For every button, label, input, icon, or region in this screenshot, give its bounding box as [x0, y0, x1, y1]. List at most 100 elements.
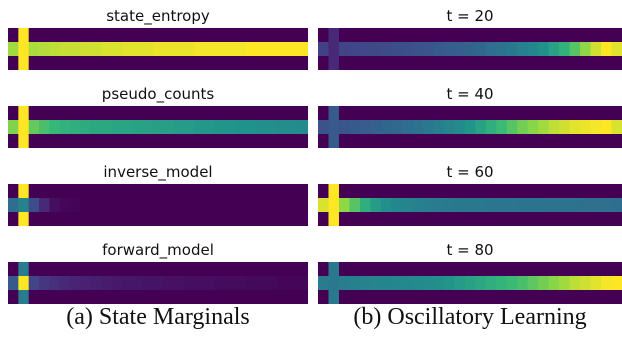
- heatmap-cell: [464, 198, 476, 213]
- heatmap-cell: [580, 290, 592, 304]
- heatmap-cell: [391, 28, 403, 43]
- heatmap-cell: [90, 106, 102, 121]
- heatmap-cell: [485, 276, 497, 291]
- heatmap-cell: [235, 134, 247, 148]
- heatmap-cell: [370, 42, 382, 57]
- heatmap-cell: [287, 42, 299, 57]
- heatmap-cell: [590, 290, 602, 304]
- heatmap-cell: [475, 120, 487, 135]
- heatmap-cell: [8, 42, 19, 57]
- heatmap-cell: [183, 28, 195, 43]
- heatmap-cell: [517, 290, 529, 304]
- heatmap-cell: [359, 262, 372, 277]
- heatmap-cell: [391, 276, 403, 291]
- heatmap-cell: [464, 184, 476, 199]
- heatmap-cell: [276, 28, 288, 43]
- heatmap-cell: [163, 134, 175, 148]
- heatmap-cell: [370, 106, 382, 121]
- heatmap-cell: [422, 28, 434, 43]
- heatmap-cell: [163, 106, 175, 121]
- heatmap-cell: [475, 134, 487, 148]
- heatmap-cell: [391, 184, 403, 199]
- heatmap-cell: [464, 262, 476, 277]
- heatmap-cell: [538, 262, 550, 277]
- panel-title: t = 40: [446, 85, 494, 103]
- heatmap-cell: [132, 120, 144, 135]
- heatmap-cell: [359, 212, 372, 226]
- heatmap-cell: [359, 134, 372, 148]
- heatmap-cell: [569, 198, 581, 213]
- heatmap-cell: [569, 120, 581, 135]
- heatmap-cell: [101, 290, 113, 304]
- heatmap-cell: [80, 290, 92, 304]
- heatmap-cell: [18, 262, 30, 277]
- heatmap-cell: [412, 276, 424, 291]
- heatmap-cell: [70, 28, 82, 43]
- heatmap-cell: [559, 262, 571, 277]
- heatmap-cell: [391, 262, 403, 277]
- heatmap-cell: [454, 120, 466, 135]
- heatmap-cell: [569, 56, 581, 70]
- heatmap-cell: [266, 42, 278, 57]
- heatmap-cell: [569, 134, 581, 148]
- heatmap-cell: [318, 28, 330, 43]
- heatmap-cell: [380, 198, 392, 213]
- heatmap-cell: [412, 262, 424, 277]
- heatmap-cell: [338, 198, 351, 213]
- heatmap-cell: [39, 198, 50, 213]
- heatmap-cell: [59, 42, 71, 57]
- heatmap-cell: [173, 184, 185, 199]
- heatmap-cell: [443, 42, 455, 57]
- heatmap-cell: [527, 106, 539, 121]
- heatmap-cell: [538, 290, 550, 304]
- heatmap-cell: [245, 120, 257, 135]
- heatmap-cell: [475, 198, 487, 213]
- heatmap-cell: [412, 56, 424, 70]
- heatmap-cell: [485, 42, 497, 57]
- heatmap-cell: [183, 198, 195, 213]
- heatmap-cell: [380, 184, 392, 199]
- heatmap-cell: [433, 120, 445, 135]
- heatmap-cell: [527, 198, 539, 213]
- heatmap-cell: [464, 212, 476, 226]
- heatmap-cell: [235, 28, 247, 43]
- heatmap-cell: [328, 120, 340, 135]
- heatmap-cell: [538, 276, 550, 291]
- heatmap-cell: [194, 276, 206, 291]
- heatmap-cell: [412, 106, 424, 121]
- heatmap-cell: [433, 198, 445, 213]
- heatmap-cell: [454, 42, 466, 57]
- heatmap-cell: [454, 106, 466, 121]
- heatmap-cell: [433, 106, 445, 121]
- heatmap-cell: [349, 290, 361, 304]
- heatmap-cell: [506, 28, 518, 43]
- heatmap-cell: [39, 42, 50, 57]
- heatmap-cell: [142, 106, 154, 121]
- heatmap-cell: [464, 290, 476, 304]
- heatmap-cell: [121, 42, 133, 57]
- heatmap-cell: [412, 28, 424, 43]
- heatmap-cell: [111, 106, 123, 121]
- heatmap-cell: [276, 276, 288, 291]
- heatmap-cell: [580, 276, 592, 291]
- heatmap-cell: [380, 134, 392, 148]
- heatmap-cell: [359, 106, 372, 121]
- heatmap-cell: [152, 106, 164, 121]
- heatmap-cell: [559, 184, 571, 199]
- heatmap-cell: [70, 198, 82, 213]
- heatmap-cell: [132, 28, 144, 43]
- heatmap-cell: [391, 42, 403, 57]
- heatmap-5: [318, 184, 622, 226]
- heatmap-cell: [256, 42, 268, 57]
- heatmap-cell: [538, 56, 550, 70]
- heatmap-cell: [297, 290, 308, 304]
- heatmap-cell: [349, 134, 361, 148]
- heatmap-cell: [245, 42, 257, 57]
- heatmap-cell: [590, 56, 602, 70]
- heatmap-cell: [152, 212, 164, 226]
- heatmap-cell: [506, 262, 518, 277]
- heatmap-cell: [121, 134, 133, 148]
- heatmap-cell: [18, 198, 30, 213]
- heatmap-cell: [412, 184, 424, 199]
- heatmap-cell: [204, 184, 216, 199]
